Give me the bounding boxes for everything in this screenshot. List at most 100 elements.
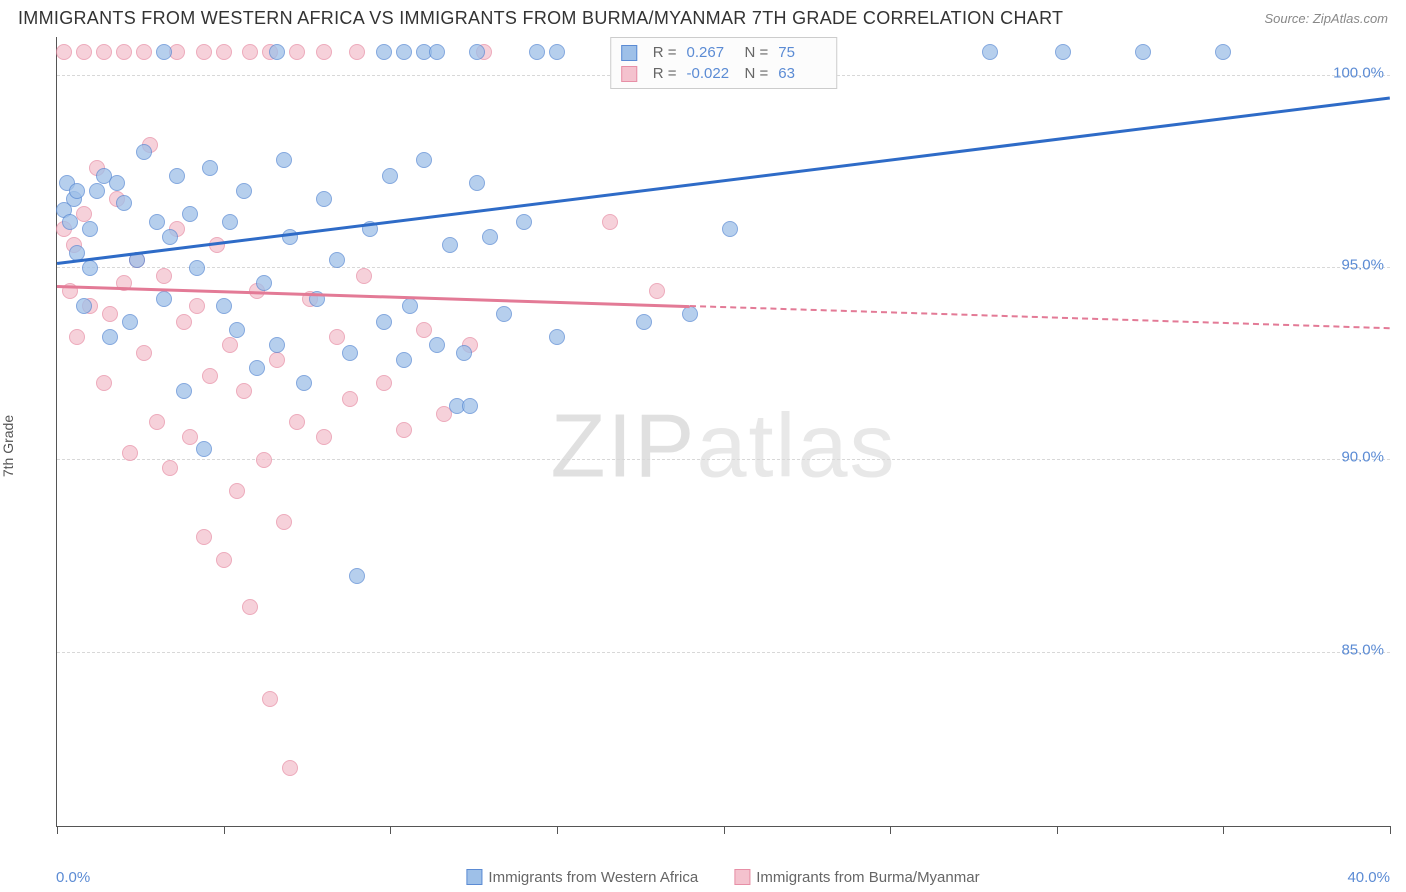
point-blue [982, 44, 998, 60]
x-tick [557, 826, 558, 834]
y-axis-label: 7th Grade [0, 415, 16, 477]
point-blue [516, 214, 532, 230]
point-blue [456, 345, 472, 361]
point-pink [136, 345, 152, 361]
point-blue [549, 44, 565, 60]
point-pink [116, 44, 132, 60]
point-blue [469, 44, 485, 60]
point-pink [242, 599, 258, 615]
trendline-blue [57, 96, 1390, 264]
point-pink [376, 375, 392, 391]
gridline [57, 267, 1390, 268]
point-blue [529, 44, 545, 60]
swatch-icon [621, 45, 637, 61]
point-blue [89, 183, 105, 199]
point-blue [102, 329, 118, 345]
x-tick [724, 826, 725, 834]
y-tick-label: 95.0% [1341, 256, 1384, 273]
point-blue [382, 168, 398, 184]
point-pink [396, 422, 412, 438]
point-pink [149, 414, 165, 430]
point-pink [602, 214, 618, 230]
point-blue [1135, 44, 1151, 60]
stats-row: R =-0.022N =63 [621, 63, 827, 84]
point-pink [256, 452, 272, 468]
x-axis-row: 0.0% Immigrants from Western AfricaImmig… [56, 869, 1390, 886]
legend-item: Immigrants from Burma/Myanmar [734, 869, 979, 886]
x-tick [57, 826, 58, 834]
point-blue [342, 345, 358, 361]
point-blue [682, 306, 698, 322]
point-blue [229, 322, 245, 338]
point-blue [269, 337, 285, 353]
x-max-label: 40.0% [1347, 869, 1390, 886]
point-blue [249, 360, 265, 376]
point-pink [96, 375, 112, 391]
x-tick [1223, 826, 1224, 834]
point-blue [396, 352, 412, 368]
point-pink [182, 429, 198, 445]
point-pink [269, 352, 285, 368]
chart-title: IMMIGRANTS FROM WESTERN AFRICA VS IMMIGR… [18, 8, 1063, 29]
x-tick [224, 826, 225, 834]
point-pink [649, 283, 665, 299]
point-blue [196, 441, 212, 457]
point-pink [96, 44, 112, 60]
legend-item: Immigrants from Western Africa [466, 869, 698, 886]
point-blue [482, 229, 498, 245]
point-blue [176, 383, 192, 399]
x-tick [390, 826, 391, 834]
point-pink [316, 44, 332, 60]
point-pink [356, 268, 372, 284]
bottom-legend: Immigrants from Western Africa Immigrants… [466, 869, 979, 886]
point-blue [222, 214, 238, 230]
swatch-icon [466, 869, 482, 885]
point-pink [342, 391, 358, 407]
point-pink [216, 552, 232, 568]
point-blue [156, 44, 172, 60]
trendline-pink [57, 285, 690, 308]
swatch-icon [734, 869, 750, 885]
y-tick-label: 90.0% [1341, 449, 1384, 466]
y-tick-label: 85.0% [1341, 641, 1384, 658]
point-blue [316, 191, 332, 207]
point-pink [189, 298, 205, 314]
point-blue [156, 291, 172, 307]
point-pink [242, 44, 258, 60]
point-blue [189, 260, 205, 276]
source-label: Source: ZipAtlas.com [1264, 11, 1388, 26]
point-blue [1055, 44, 1071, 60]
x-tick [890, 826, 891, 834]
point-pink [196, 529, 212, 545]
point-blue [429, 44, 445, 60]
y-tick-label: 100.0% [1333, 64, 1384, 81]
point-pink [136, 44, 152, 60]
point-blue [182, 206, 198, 222]
point-blue [402, 298, 418, 314]
point-pink [329, 329, 345, 345]
point-blue [202, 160, 218, 176]
point-pink [276, 514, 292, 530]
gridline [57, 652, 1390, 653]
point-blue [349, 568, 365, 584]
point-blue [376, 314, 392, 330]
point-pink [236, 383, 252, 399]
point-pink [69, 329, 85, 345]
point-pink [222, 337, 238, 353]
point-blue [269, 44, 285, 60]
point-blue [396, 44, 412, 60]
watermark: ZIPatlas [550, 396, 896, 499]
point-blue [462, 398, 478, 414]
point-blue [162, 229, 178, 245]
point-pink [282, 760, 298, 776]
point-blue [636, 314, 652, 330]
point-blue [216, 298, 232, 314]
point-blue [416, 152, 432, 168]
trendline-pink-dashed [690, 305, 1390, 329]
point-blue [136, 144, 152, 160]
point-pink [349, 44, 365, 60]
point-pink [196, 44, 212, 60]
point-blue [82, 260, 98, 276]
point-pink [416, 322, 432, 338]
point-blue [296, 375, 312, 391]
